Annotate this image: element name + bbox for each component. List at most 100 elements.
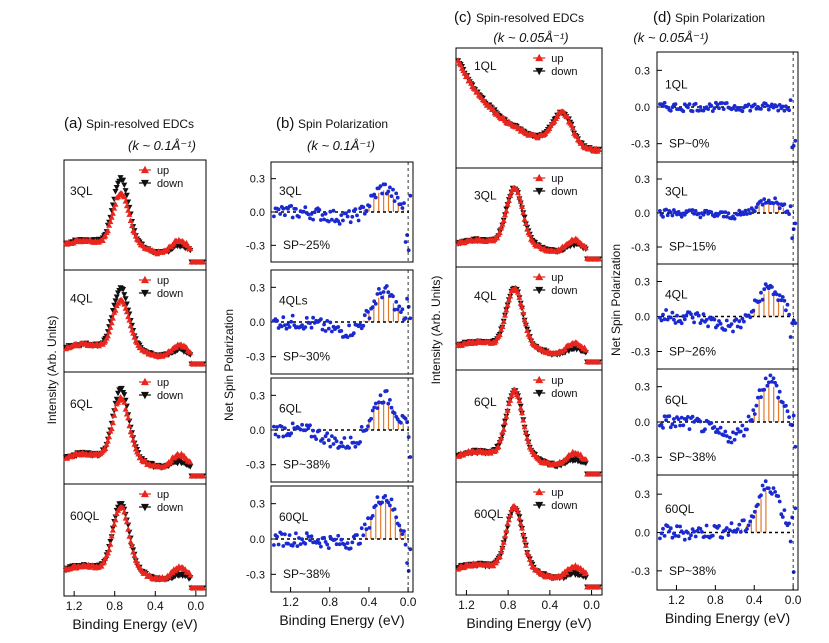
edc-up-point <box>507 512 514 518</box>
x-tick-label: 0.8 <box>106 599 123 613</box>
polarization-point <box>309 212 314 216</box>
polarization-point <box>724 101 729 105</box>
polarization-point <box>710 109 715 113</box>
polarization-point <box>344 545 348 550</box>
panel-b-group: 0.3 0.0 -0.3 3QL SP~25% 0.3 0.0 -0.3 4QLs SP~30% 0… <box>246 161 417 628</box>
edc-up-point <box>108 214 115 220</box>
polarization-point <box>766 380 771 385</box>
polarization-point <box>689 533 693 538</box>
polarization-point <box>362 211 367 216</box>
legend-up-label: up <box>157 275 169 287</box>
polarization-point <box>676 534 681 539</box>
edc-up-point <box>127 322 134 329</box>
edc-up-point <box>108 425 115 432</box>
polarization-point <box>662 317 667 322</box>
polarization-point <box>678 423 682 428</box>
y-tick-label: 0.0 <box>635 102 650 114</box>
panel-c-subtitle: Spin-resolved EDCs <box>476 11 584 25</box>
polarization-point <box>759 290 763 295</box>
polarization-point <box>336 219 341 224</box>
subplot-label: 60QL <box>279 510 309 524</box>
polarization-point <box>311 315 315 320</box>
legend-up-label: up <box>551 375 563 387</box>
spin-polarization-value: SP~38% <box>283 457 330 471</box>
polarization-point <box>668 315 673 320</box>
edc-up-point <box>108 533 115 539</box>
polarization-point <box>788 98 793 102</box>
polarization-point <box>773 490 777 494</box>
polarization-point <box>339 440 344 445</box>
polarization-point <box>377 400 381 405</box>
edc-up-point <box>508 188 515 195</box>
legend-down-label: down <box>157 178 183 190</box>
polarization-point <box>304 316 309 320</box>
polarization-point <box>776 202 781 206</box>
edc-up-point <box>546 125 553 131</box>
polarization-point <box>314 437 319 441</box>
polarization-point <box>738 530 743 534</box>
polarization-point <box>696 211 701 216</box>
polarization-point <box>782 298 787 303</box>
polarization-point <box>788 539 793 544</box>
edc-up-point <box>499 544 506 550</box>
edc-up-point <box>525 551 532 557</box>
panel-c-subplot-frame <box>455 266 603 371</box>
polarization-point <box>389 497 394 502</box>
y-tick-label: -0.3 <box>246 460 265 472</box>
polarization-point <box>709 210 714 215</box>
edc-up-point <box>113 510 120 516</box>
edc-up-point <box>99 237 106 243</box>
polarization-point <box>774 292 779 297</box>
panel-a-subtitle: Spin-resolved EDCs <box>86 117 194 131</box>
polarization-point <box>701 212 706 217</box>
edc-up-point <box>505 197 512 203</box>
polarization-point <box>659 318 664 323</box>
polarization-point <box>723 429 728 434</box>
polarization-point <box>372 405 377 410</box>
subplot-label: 60QL <box>665 502 695 516</box>
subplot-label: 6QL <box>70 397 93 411</box>
polarization-point <box>726 533 731 537</box>
edc-up-point <box>106 328 113 335</box>
polarization-point <box>665 524 670 529</box>
edc-up-point <box>512 387 519 393</box>
panel-b-y-label: Net Spin Polarization <box>222 309 236 421</box>
polarization-point <box>726 439 731 444</box>
edc-up-point <box>104 550 111 556</box>
edc-up-point <box>516 515 523 521</box>
polarization-point <box>373 503 378 508</box>
polarization-point <box>785 302 790 307</box>
polarization-point <box>696 108 701 113</box>
edc-up-point <box>569 124 576 131</box>
edc-up-point <box>120 504 127 511</box>
panel-a-k-label: (k ~ 0.1Å⁻¹) <box>128 138 196 153</box>
legend-down-label: down <box>551 500 577 512</box>
polarization-point <box>737 522 742 527</box>
polarization-point <box>272 543 276 547</box>
edc-up-point <box>126 533 133 539</box>
polarization-point <box>728 528 732 533</box>
y-tick-label: 0.3 <box>635 382 650 394</box>
polarization-point <box>686 415 690 419</box>
polarization-point <box>737 319 742 324</box>
polarization-point <box>294 207 298 211</box>
polarization-point <box>289 204 294 208</box>
edc-up-point <box>112 405 119 412</box>
edc-up-point <box>121 193 128 200</box>
polarization-point <box>403 542 408 547</box>
subplot-label: 3QL <box>474 189 497 203</box>
edc-up-point <box>112 201 119 207</box>
polarization-point <box>740 109 745 114</box>
edc-up-point <box>107 324 114 330</box>
polarization-point <box>378 184 383 189</box>
polarization-point <box>759 493 763 498</box>
edc-up-point <box>125 207 132 213</box>
polarization-point <box>378 291 383 296</box>
polarization-point <box>367 204 372 209</box>
polarization-point <box>275 534 279 539</box>
polarization-point <box>735 427 740 431</box>
y-tick-label: -0.3 <box>246 569 265 581</box>
spin-polarization-value: SP~38% <box>669 564 716 578</box>
edc-down-point <box>118 501 125 507</box>
polarization-point <box>380 295 384 300</box>
